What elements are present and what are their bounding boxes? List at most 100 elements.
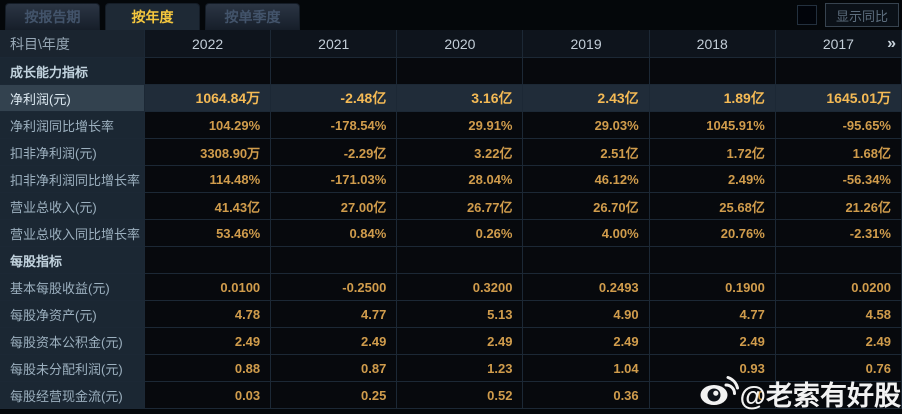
cell-value: 1.04 xyxy=(523,355,650,382)
cell-value xyxy=(523,58,650,85)
cell-value xyxy=(397,247,524,274)
cell-value: 0.03 xyxy=(145,382,272,409)
year-header-label: 2017 xyxy=(822,35,854,52)
cell-value: 2.49 xyxy=(649,328,776,355)
row-label[interactable]: 扣非净利润同比增长率 xyxy=(0,166,145,193)
cell-value: 1.89亿 xyxy=(649,85,776,112)
year-header: 2019 xyxy=(523,30,650,58)
cell-value: 0.1900 xyxy=(649,274,776,301)
cell-value: 2.49% xyxy=(649,166,776,193)
cell-value: 104.29% xyxy=(145,112,272,139)
cell-value: 3.16亿 xyxy=(397,85,524,112)
cell-value: 41.43亿 xyxy=(145,193,272,220)
cell-value: 5.13 xyxy=(397,301,524,328)
row-label[interactable]: 净利润同比增长率 xyxy=(0,112,145,139)
cell-value xyxy=(775,382,902,409)
financial-table: 科目\年度 2022 2021 2020 2019 2018 2017 » 成长能力指标 净利润(… xyxy=(0,30,902,409)
row-label[interactable]: 成长能力指标 xyxy=(0,58,145,85)
row-label[interactable]: 基本每股收益(元) xyxy=(0,274,145,301)
cell-value: 29.91% xyxy=(397,112,524,139)
cell-value: 0.3200 xyxy=(397,274,524,301)
cell-value: 114.48% xyxy=(145,166,272,193)
row-label[interactable]: 每股指标 xyxy=(0,247,145,274)
tabs-container: 按报告期 按年度 按单季度 xyxy=(5,3,305,30)
cell-value xyxy=(523,247,650,274)
row-label[interactable]: 扣非净利润(元) xyxy=(0,139,145,166)
cell-value: 26.70亿 xyxy=(523,193,650,220)
cell-value: 0.25 xyxy=(271,382,398,409)
cell-value: 4.58 xyxy=(775,301,902,328)
year-header: 2020 xyxy=(397,30,524,58)
cell-value: 2.51亿 xyxy=(523,139,650,166)
tab-by-quarter[interactable]: 按单季度 xyxy=(205,3,300,30)
cell-value: 21.26亿 xyxy=(775,193,902,220)
cell-value: -56.34% xyxy=(775,166,902,193)
cell-value xyxy=(145,247,272,274)
cell-value: -178.54% xyxy=(271,112,398,139)
year-header: 2018 xyxy=(649,30,776,58)
cell-value: 28.04% xyxy=(397,166,524,193)
row-label[interactable]: 每股资本公积金(元) xyxy=(0,328,145,355)
cell-value: -2.48亿 xyxy=(271,85,398,112)
cell-value: 25.68亿 xyxy=(649,193,776,220)
cell-value: 0.2493 xyxy=(523,274,650,301)
cell-value xyxy=(271,58,398,85)
tab-report-period[interactable]: 按报告期 xyxy=(5,3,100,30)
cell-value: 2.49 xyxy=(271,328,398,355)
cell-value: -95.65% xyxy=(775,112,902,139)
cell-value: 2.49 xyxy=(145,328,272,355)
cell-value: 27.00亿 xyxy=(271,193,398,220)
cell-value: 4.90 xyxy=(523,301,650,328)
period-tabbar: 按报告期 按年度 按单季度 显示同比 xyxy=(0,0,902,30)
cell-value: 0.0100 xyxy=(145,274,272,301)
cell-value: 2.49 xyxy=(775,328,902,355)
cell-value: 53.46% xyxy=(145,220,272,247)
cell-value xyxy=(271,247,398,274)
cell-value: 1.23 xyxy=(397,355,524,382)
cell-value: -171.03% xyxy=(271,166,398,193)
cell-value xyxy=(775,58,902,85)
year-header-label: 2019 xyxy=(570,35,602,52)
cell-value: 0.0200 xyxy=(775,274,902,301)
row-label[interactable]: 每股经营现金流(元) xyxy=(0,382,145,409)
show-yoy-checkbox[interactable] xyxy=(796,5,817,25)
row-label[interactable]: 每股未分配利润(元) xyxy=(0,355,145,382)
cell-value: 3.22亿 xyxy=(397,139,524,166)
cell-value: -2.31% xyxy=(775,220,902,247)
cell-value: 0.52 xyxy=(397,382,524,409)
cell-value xyxy=(397,58,524,85)
cell-value: 0.87 xyxy=(271,355,398,382)
more-years-chevron-icon[interactable]: » xyxy=(887,34,896,52)
row-label[interactable]: 营业总收入(元) xyxy=(0,193,145,220)
year-header-label: 2020 xyxy=(444,35,476,52)
cell-value: 0.36 xyxy=(523,382,650,409)
table-corner-label: 科目\年度 xyxy=(0,30,145,58)
cell-value: 0.93 xyxy=(649,355,776,382)
show-yoy-button[interactable]: 显示同比 xyxy=(824,3,899,27)
cell-value: 20.76% xyxy=(649,220,776,247)
yoy-controls: 显示同比 xyxy=(796,3,899,27)
cell-value: -2.29亿 xyxy=(271,139,398,166)
cell-value: 2.43亿 xyxy=(523,85,650,112)
cell-value: 1.68亿 xyxy=(775,139,902,166)
cell-value: 29.03% xyxy=(523,112,650,139)
cell-value: 0.26% xyxy=(397,220,524,247)
cell-value xyxy=(775,247,902,274)
cell-value: 0.76 xyxy=(775,355,902,382)
row-label[interactable]: 净利润(元) xyxy=(0,85,145,112)
cell-value: 46.12% xyxy=(523,166,650,193)
cell-value: 3308.90万 xyxy=(145,139,272,166)
tab-by-year[interactable]: 按年度 xyxy=(105,3,200,30)
cell-value: 4.77 xyxy=(649,301,776,328)
year-header: 2017 » xyxy=(775,30,902,58)
year-header: 2022 xyxy=(145,30,272,58)
cell-value: 0.84% xyxy=(271,220,398,247)
cell-value xyxy=(649,247,776,274)
cell-value: -0.2500 xyxy=(271,274,398,301)
cell-value: 2.49 xyxy=(397,328,524,355)
cell-value: 0.88 xyxy=(145,355,272,382)
row-label[interactable]: 营业总收入同比增长率 xyxy=(0,220,145,247)
cell-value: 4.78 xyxy=(145,301,272,328)
row-label[interactable]: 每股净资产(元) xyxy=(0,301,145,328)
